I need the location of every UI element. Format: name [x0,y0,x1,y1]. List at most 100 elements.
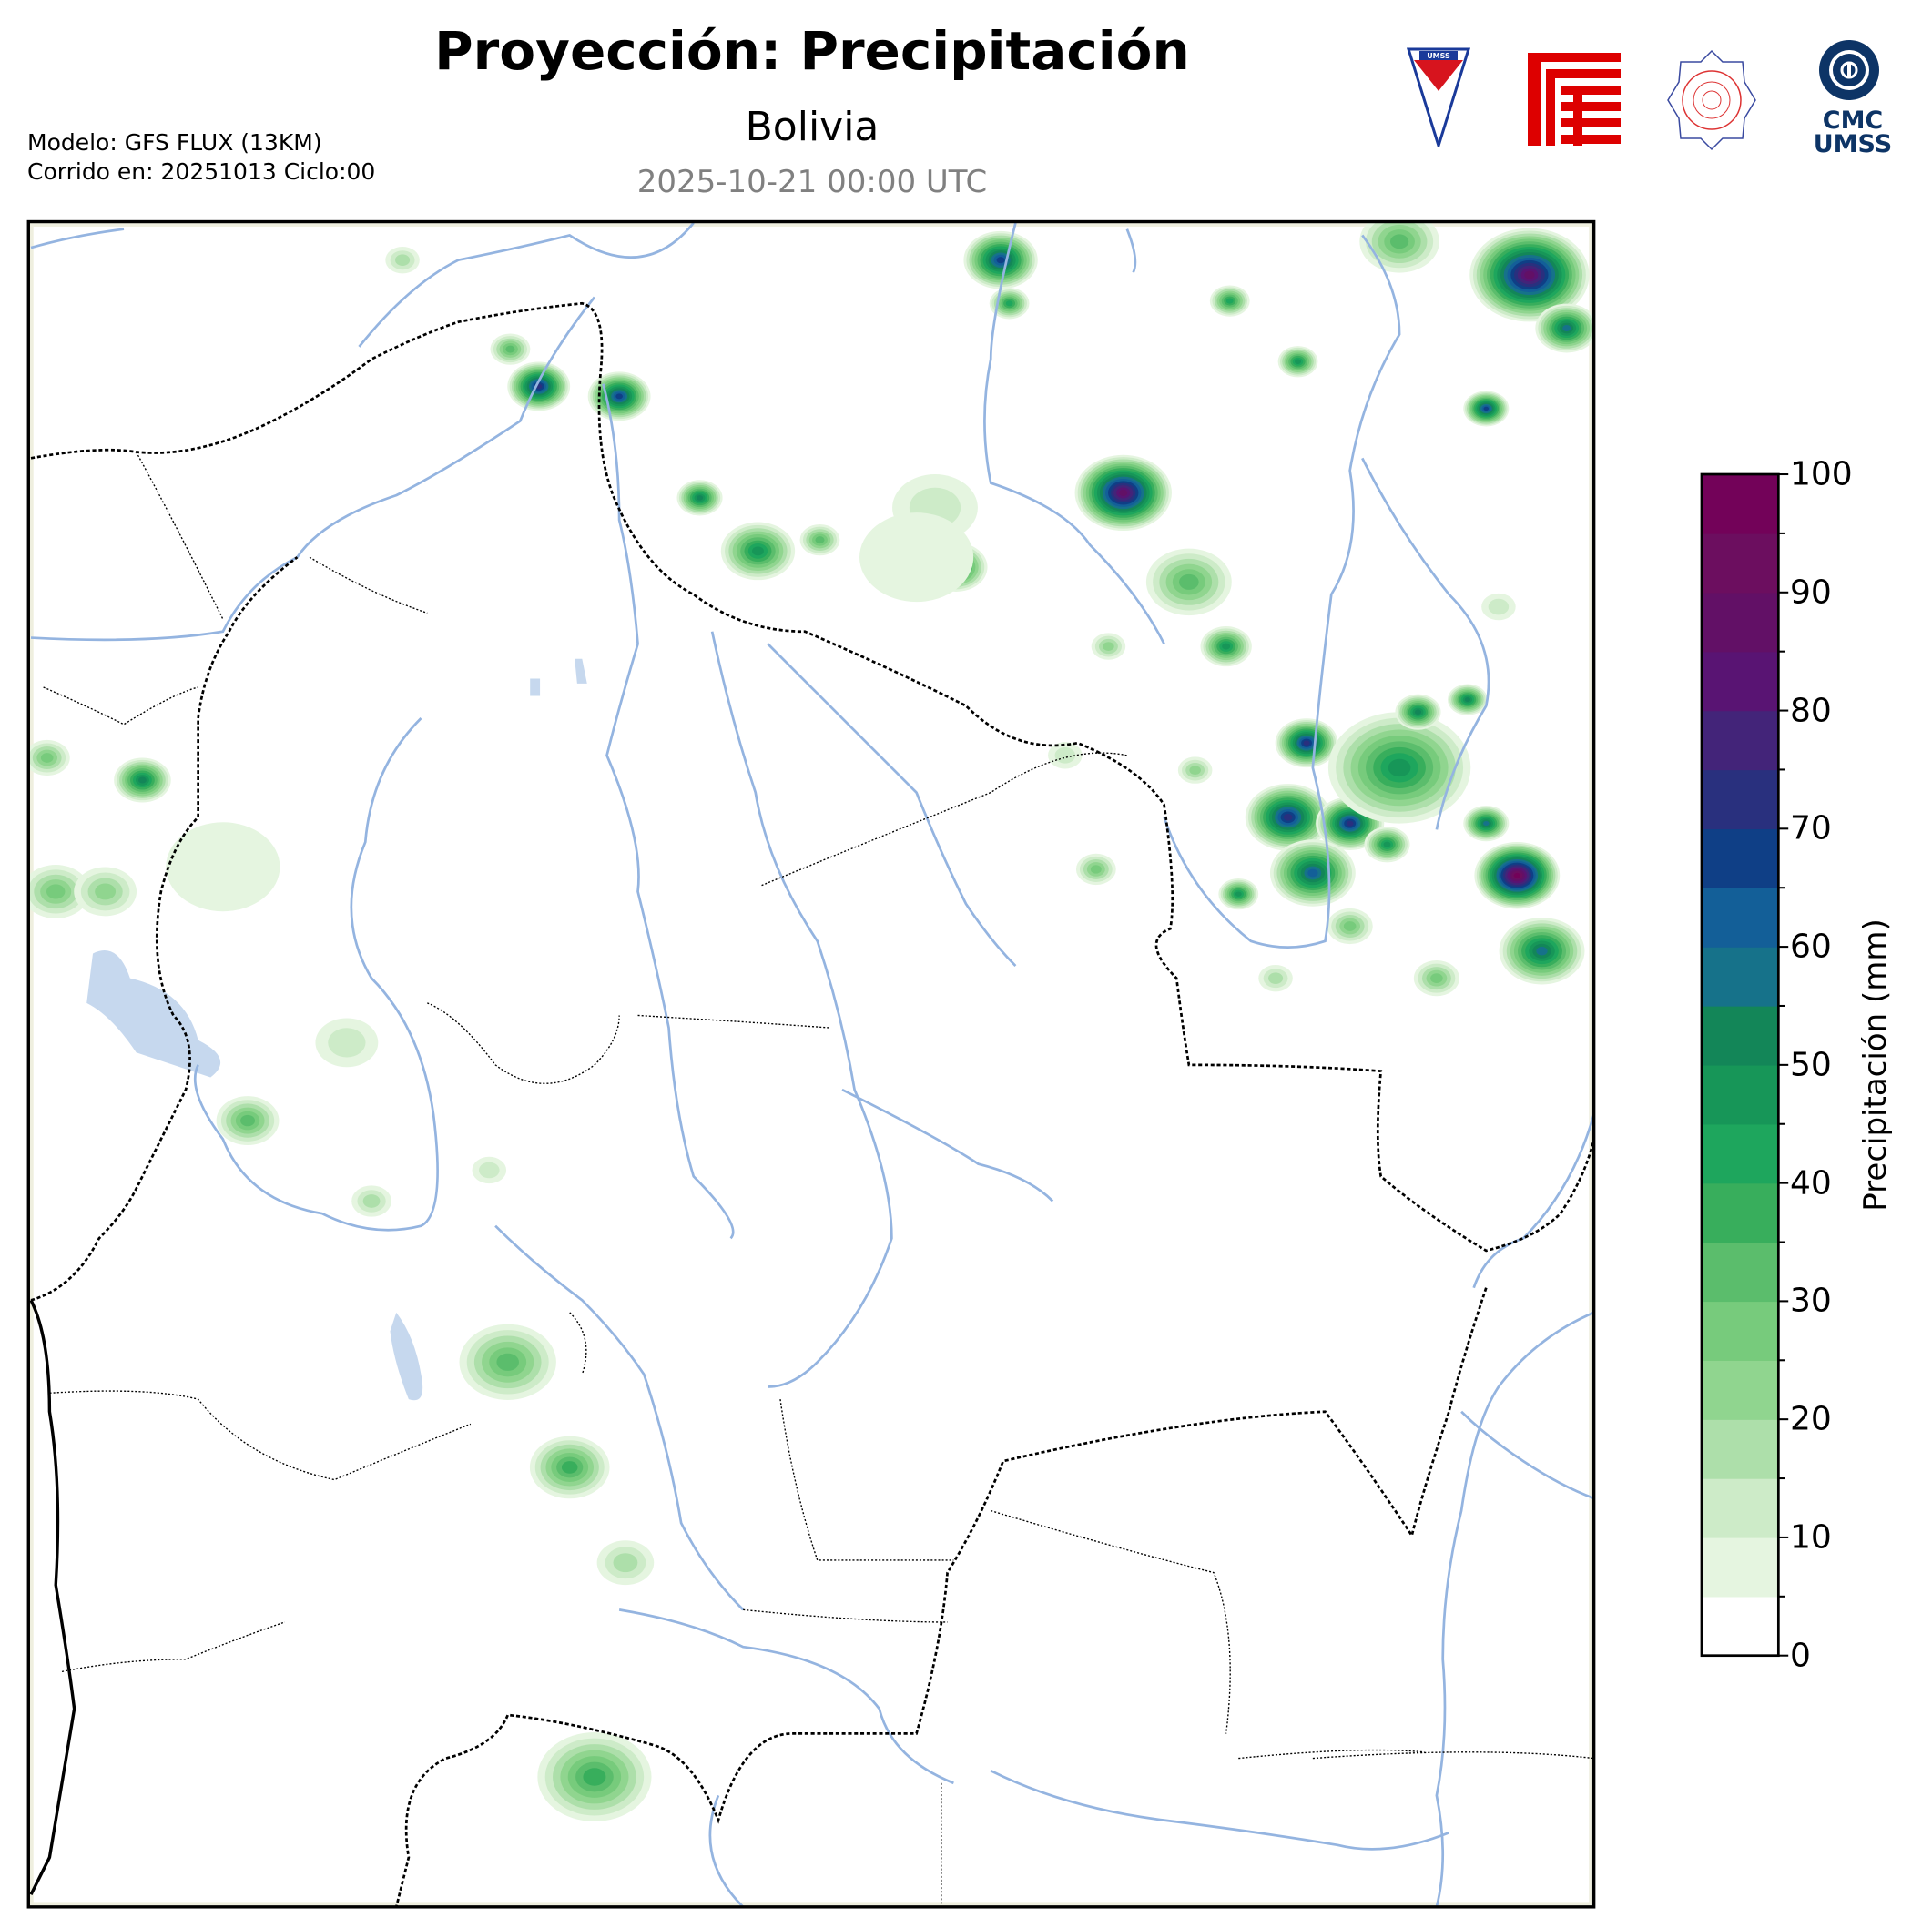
colorbar-band [1701,533,1779,594]
precipitation-contour [859,512,974,603]
valid-time: 2025-10-21 00:00 UTC [636,164,988,200]
precipitation-contour [1222,643,1231,650]
precipitation-contour [1090,865,1102,874]
colorbar-tick-label: 90 [1790,573,1832,612]
colorbar-band [1701,1596,1779,1657]
precipitation-contour [1054,746,1076,764]
colorbar-band [1701,828,1779,888]
colorbar-tick-label: 0 [1790,1637,1811,1675]
precipitation-contour [479,1162,500,1179]
precipitation-contour [1430,973,1443,983]
precipitation-contour [46,884,66,899]
precipitation-contour [815,536,825,544]
umss-pennant-logo: UMSS [1407,47,1470,147]
map-frame [26,219,1596,1909]
precipitation-contour [496,1353,519,1371]
departamento-de-fisica-seal [1667,49,1756,151]
precipitation-contour [1488,598,1510,615]
colorbar-band [1701,888,1779,948]
precipitation-contour [1268,972,1284,984]
precipitation-contour [1307,868,1318,878]
colorbar-band [1701,947,1779,1007]
precipitation-contour [752,546,764,556]
precipitation-contour [1383,841,1391,847]
colorbar-tick-label: 60 [1790,928,1832,966]
colorbar-label: Precipitación (mm) [1857,918,1894,1212]
precipitation-contour [1524,270,1535,279]
precipitation-contour [561,1461,578,1474]
precipitation-contour [1562,324,1571,332]
colorbar-band [1701,651,1779,712]
colorbar-band [1701,1360,1779,1420]
precipitation-contour [240,1114,255,1127]
colorbar-band [1701,1182,1779,1243]
precipitation-contour [362,1194,381,1208]
precipitation-contour [1235,891,1242,897]
colorbar-band [1701,474,1779,534]
precipitation-contour [696,495,704,501]
lake-small [530,658,587,696]
cmc-gear-icon [1819,40,1879,100]
borders [29,301,1594,1907]
precipitation-contour [1005,300,1013,307]
lake-titicaca [86,950,221,1078]
precipitation-contour [1483,821,1490,827]
precipitation-contour [505,345,515,353]
precipitation-contour [1464,697,1471,703]
precipitation-contour [1346,820,1354,827]
precipitation-contour [1225,298,1234,304]
precipitation-contour [1343,921,1357,931]
colorbar-tick-label: 100 [1790,455,1853,493]
precipitation-contour [166,822,280,912]
colorbar-band [1701,1242,1779,1303]
colorbar-band [1701,710,1779,771]
colorbar-band [1701,1123,1779,1184]
colorbar-band [1701,1064,1779,1125]
precipitation-contour [1295,359,1302,364]
precipitation-contour [95,883,117,900]
precipitation-contour [40,753,54,763]
colorbar-band [1701,1537,1779,1598]
umss-logo-text: UMSS [1427,52,1450,60]
lakes [86,658,587,1401]
run-info: Corrido en: 20251013 Ciclo:00 [27,158,376,185]
precipitation-contour [583,1768,606,1786]
cmc-umss-logo-text: CMC UMSS [1813,107,1893,158]
precipitation-contour [1414,709,1422,715]
colorbar-band [1701,769,1779,830]
map-title: Proyección: Precipitación [434,20,1190,82]
precipitation-contour [137,776,147,784]
colorbar-band [1701,1005,1779,1066]
precipitation-contour [1303,740,1310,746]
precipitation-contour [1389,234,1409,249]
colorbar-band [1701,592,1779,653]
fcyt-logo [1528,53,1621,146]
precipitation-contour [1119,489,1128,496]
precipitation-contour [328,1028,366,1058]
colorbar-tick-label: 50 [1790,1046,1832,1084]
colorbar-tick-label: 70 [1790,809,1832,847]
precipitation-contour [1536,946,1548,956]
colorbar-band [1701,1478,1779,1538]
precipitation-contour [1513,872,1520,878]
precipitation-contour [1483,406,1490,411]
colorbar-tick-label: 10 [1790,1518,1832,1557]
precipitation-field [28,221,1594,1821]
precipitation-contour [1103,642,1114,651]
precipitation-contour [1189,766,1201,776]
precipitation-contour [613,1553,638,1573]
colorbar-band [1701,1419,1779,1479]
precipitation-contour [996,257,1005,264]
precipitation-contour [1388,758,1411,777]
colorbar-band [1701,1301,1779,1361]
colorbar-tick-label: 30 [1790,1282,1832,1320]
colorbar [1700,472,1789,1658]
lake-poopo [390,1312,423,1401]
colorbar-tick-label: 80 [1790,692,1832,729]
precipitation-contour [615,393,623,400]
colorbar-tick-label: 40 [1790,1164,1832,1202]
precipitation-contour [1283,814,1293,821]
model-info: Modelo: GFS FLUX (13KM) [27,129,322,156]
map-subtitle: Bolivia [745,104,880,150]
